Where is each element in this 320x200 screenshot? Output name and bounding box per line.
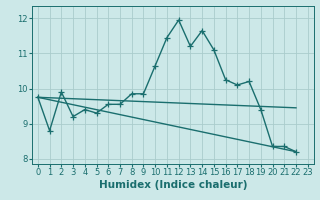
X-axis label: Humidex (Indice chaleur): Humidex (Indice chaleur)	[99, 180, 247, 190]
